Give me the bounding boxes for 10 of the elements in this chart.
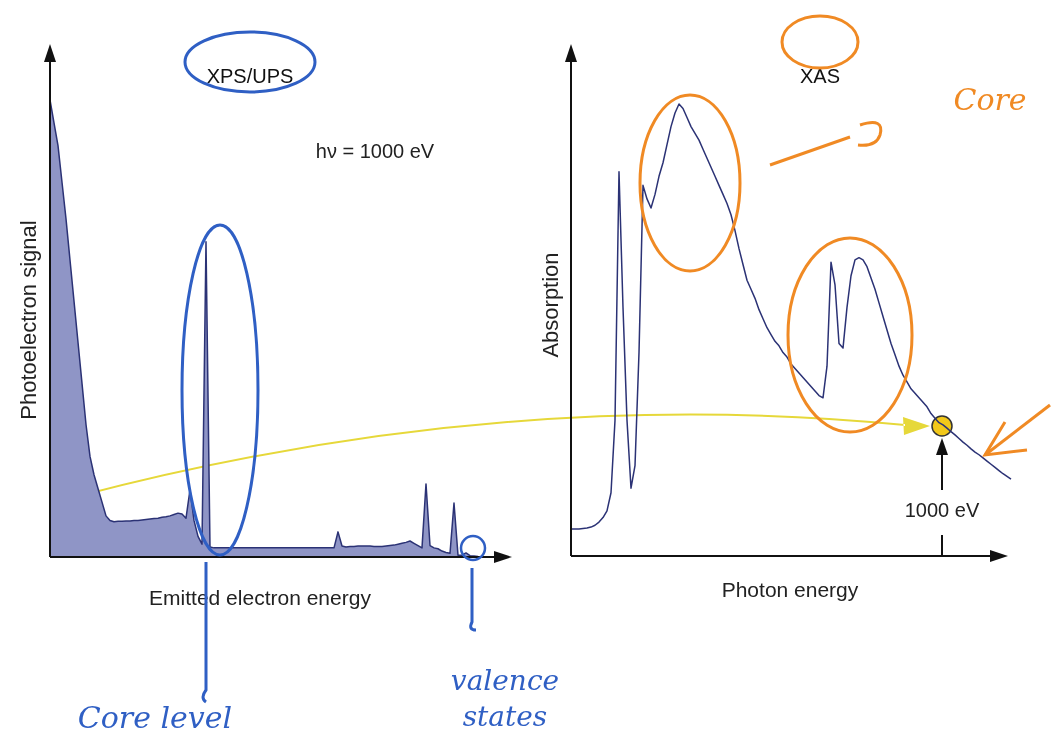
chart-title: XAS	[799, 65, 841, 88]
text: valence states	[450, 664, 560, 734]
annotation: Core	[953, 82, 1027, 117]
x-axis-title: Photon energy	[721, 578, 859, 601]
annotation: 1000 eV	[904, 499, 980, 521]
y-axis-title: Photoelectron signal	[15, 220, 41, 420]
chart-title: XPS/UPS	[206, 65, 294, 88]
annotation: hν = 1000 eV	[315, 140, 435, 162]
text: Core level	[77, 700, 233, 735]
y-axis-title: Absorption	[537, 252, 563, 358]
